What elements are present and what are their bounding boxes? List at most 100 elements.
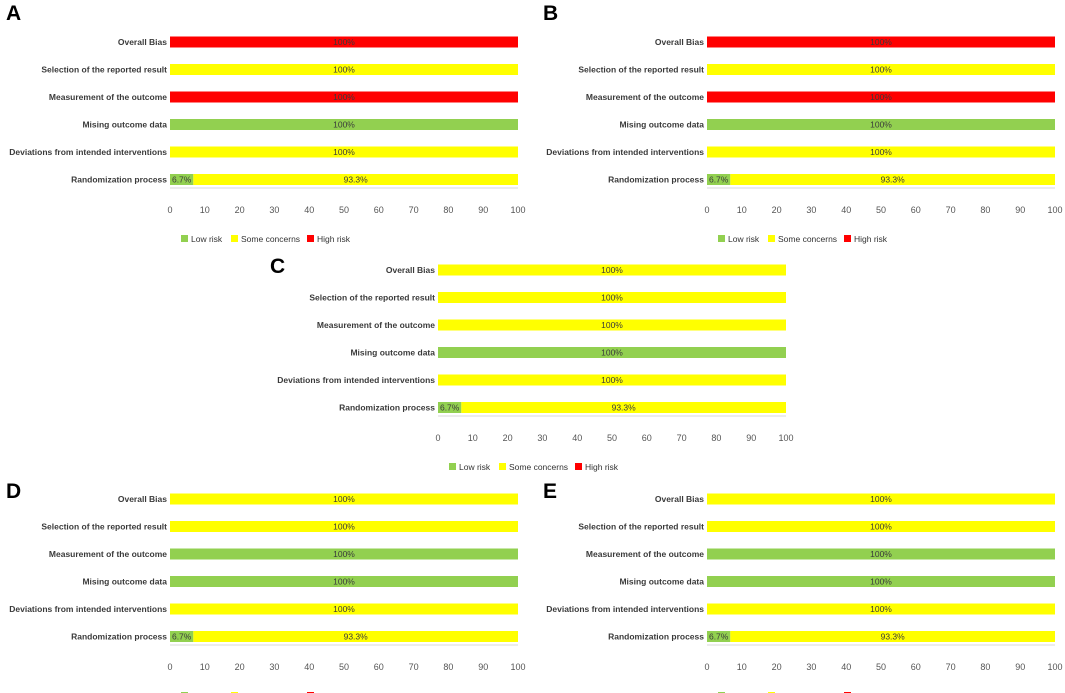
category-label: Mising outcome data <box>350 348 435 358</box>
x-tick-label: 80 <box>711 433 721 443</box>
data-label: 100% <box>870 147 892 157</box>
bar-segment <box>707 64 1055 75</box>
bar-segment <box>707 146 1055 158</box>
x-tick-label: 60 <box>642 433 652 443</box>
category-label: Mising outcome data <box>82 120 167 130</box>
category-label: Deviations from intended interventions <box>9 604 167 614</box>
x-tick-label: 0 <box>435 433 440 443</box>
legend-label: Some concerns <box>241 691 300 693</box>
x-tick-label: 80 <box>443 205 453 215</box>
legend-label: High risk <box>317 234 351 244</box>
x-tick-label: 60 <box>374 205 384 215</box>
bar-segment <box>438 319 786 331</box>
x-tick-label: 0 <box>704 205 709 215</box>
panel-a: A 0 10 20 30 40 50 60 70 80 90 100 Overall Bias 100% S… <box>6 2 526 244</box>
data-label: 93.3% <box>881 175 906 185</box>
legend-swatch <box>575 463 582 470</box>
category-label: Selection of the reported result <box>578 65 704 75</box>
data-label: 6.7% <box>709 632 729 642</box>
legend-swatch <box>181 235 188 242</box>
legend-label: High risk <box>317 691 351 693</box>
bar-segment <box>461 402 786 413</box>
panel-letter: C <box>270 255 285 278</box>
category-label: Overall Bias <box>118 494 167 504</box>
category-label: Mising outcome data <box>619 577 704 587</box>
legend-label: Low risk <box>459 462 491 472</box>
category-label: Measurement of the outcome <box>317 320 435 330</box>
category-label: Randomization process <box>608 175 704 185</box>
legend-label: Some concerns <box>241 234 300 244</box>
bar-segment <box>438 402 462 413</box>
legend-swatch <box>768 235 775 242</box>
x-tick-label: 80 <box>980 205 990 215</box>
data-label: 100% <box>870 37 892 47</box>
x-tick-label: 70 <box>946 205 956 215</box>
data-label: 100% <box>333 65 355 75</box>
bar-segment <box>707 548 1055 560</box>
x-tick-label: 90 <box>478 205 488 215</box>
category-label: Overall Bias <box>655 37 704 47</box>
bar-segment <box>170 91 518 103</box>
data-label: 100% <box>870 604 892 614</box>
bar-segment <box>170 64 518 75</box>
bar-segment <box>170 603 518 615</box>
data-label: 100% <box>870 120 892 130</box>
data-label: 100% <box>870 577 892 587</box>
data-label: 100% <box>870 549 892 559</box>
x-tick-label: 20 <box>235 662 245 672</box>
x-tick-label: 100 <box>1047 662 1062 672</box>
legend-swatch <box>449 463 456 470</box>
x-tick-label: 30 <box>806 205 816 215</box>
x-tick-label: 30 <box>537 433 547 443</box>
bar-segment <box>170 174 194 185</box>
bar-segment <box>170 36 518 48</box>
bar-segment <box>170 119 518 130</box>
bar-segment <box>707 603 1055 615</box>
data-label: 93.3% <box>344 175 369 185</box>
bar-segment <box>438 347 786 358</box>
x-tick-label: 40 <box>841 662 851 672</box>
legend-swatch <box>499 463 506 470</box>
x-tick-label: 70 <box>677 433 687 443</box>
data-label: 100% <box>333 604 355 614</box>
category-label: Measurement of the outcome <box>586 92 704 102</box>
data-label: 6.7% <box>172 175 192 185</box>
data-label: 100% <box>870 92 892 102</box>
category-label: Selection of the reported result <box>309 293 435 303</box>
panel-letter: D <box>6 480 21 503</box>
x-tick-label: 100 <box>778 433 793 443</box>
bar-segment <box>707 36 1055 48</box>
legend-label: Low risk <box>728 234 760 244</box>
legend-label: Some concerns <box>509 462 568 472</box>
panel-c: C 0 10 20 30 40 50 60 70 80 90 100 Overall Bias 100% S… <box>270 255 794 472</box>
bar-segment <box>170 521 518 532</box>
category-label: Randomization process <box>71 175 167 185</box>
category-label: Randomization process <box>339 403 435 413</box>
legend-label: High risk <box>585 462 619 472</box>
data-label: 6.7% <box>709 175 729 185</box>
x-tick-label: 50 <box>339 662 349 672</box>
bar-segment <box>730 631 1055 642</box>
bar-segment <box>707 521 1055 532</box>
data-label: 100% <box>870 65 892 75</box>
legend-swatch <box>231 235 238 242</box>
x-tick-label: 10 <box>737 662 747 672</box>
data-label: 100% <box>333 494 355 504</box>
x-tick-label: 70 <box>946 662 956 672</box>
x-tick-label: 90 <box>478 662 488 672</box>
x-tick-label: 50 <box>607 433 617 443</box>
data-label: 100% <box>601 265 623 275</box>
bar-segment <box>707 576 1055 587</box>
data-label: 93.3% <box>612 403 637 413</box>
category-label: Deviations from intended interventions <box>277 375 435 385</box>
x-tick-label: 100 <box>1047 205 1062 215</box>
bar-segment <box>170 548 518 560</box>
bar-segment <box>707 493 1055 505</box>
data-label: 100% <box>333 549 355 559</box>
legend-swatch <box>307 235 314 242</box>
category-label: Mising outcome data <box>619 120 704 130</box>
bar-segment <box>170 493 518 505</box>
x-tick-label: 10 <box>200 205 210 215</box>
data-label: 100% <box>333 92 355 102</box>
x-tick-label: 90 <box>1015 205 1025 215</box>
